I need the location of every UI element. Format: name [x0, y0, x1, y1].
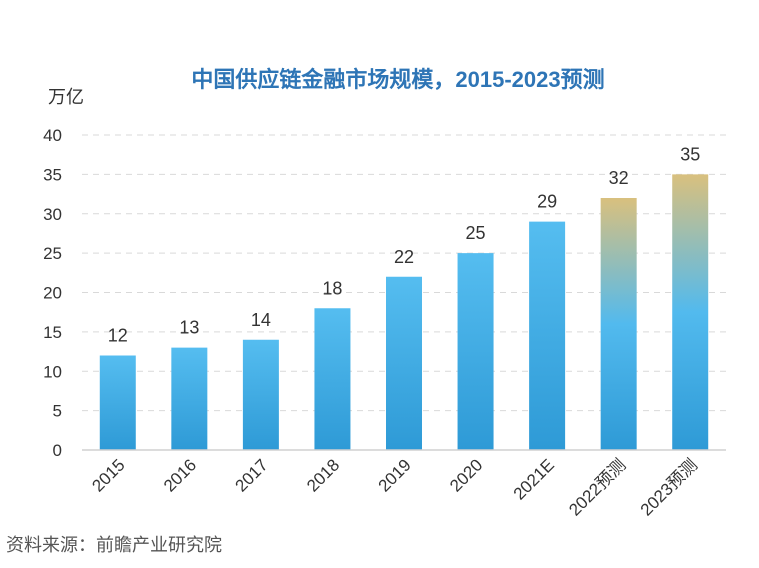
data-label: 14	[251, 310, 271, 330]
y-tick-label: 10	[43, 362, 62, 381]
bar	[314, 308, 351, 450]
bar	[672, 174, 709, 450]
y-tick-label: 40	[43, 126, 62, 145]
y-tick-label: 15	[43, 323, 62, 342]
data-label: 32	[609, 168, 629, 188]
bar	[242, 339, 279, 450]
x-tick-label: 2020	[446, 455, 486, 495]
data-label: 22	[394, 247, 414, 267]
data-label: 25	[466, 223, 486, 243]
bar	[99, 355, 136, 450]
x-tick-label: 2018	[303, 455, 343, 495]
y-tick-label: 30	[43, 205, 62, 224]
x-tick-label: 2021E	[510, 455, 558, 503]
x-tick-label: 2023预测	[637, 455, 701, 519]
bar	[457, 253, 494, 450]
x-tick-label: 2016	[160, 455, 200, 495]
data-label: 29	[537, 192, 557, 212]
bar	[171, 347, 208, 450]
y-tick-label: 20	[43, 284, 62, 303]
data-label: 35	[680, 144, 700, 164]
y-axis-label: 万亿	[48, 87, 84, 107]
source-note: 资料来源：前瞻产业研究院	[6, 535, 222, 555]
y-tick-label: 25	[43, 244, 62, 263]
data-label: 13	[179, 318, 199, 338]
x-tick-label: 2022预测	[565, 455, 629, 519]
bar	[386, 276, 422, 450]
x-tick-label: 2019	[375, 455, 415, 495]
chart-title: 中国供应链金融市场规模，2015-2023预测	[191, 67, 604, 92]
data-label: 12	[108, 326, 128, 346]
x-tick-label: 2017	[232, 455, 272, 495]
data-label: 18	[322, 278, 342, 298]
bar	[600, 198, 637, 450]
bar	[529, 221, 566, 450]
y-tick-label: 0	[53, 441, 62, 460]
y-tick-label: 35	[43, 165, 62, 184]
x-tick-label: 2015	[88, 455, 128, 495]
y-tick-label: 5	[53, 402, 62, 421]
